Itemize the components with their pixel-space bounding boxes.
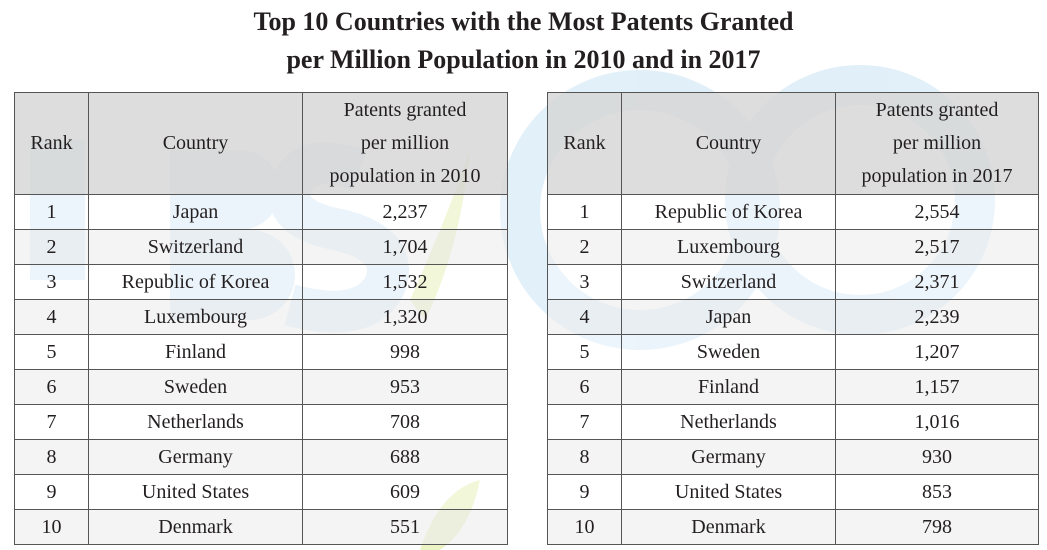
table-row: 3 Republic of Korea 1,532	[14, 264, 508, 300]
header-country: Country	[621, 92, 836, 195]
rank-cell: 1	[547, 194, 622, 230]
value-cell: 1,016	[835, 404, 1039, 440]
country-cell: United States	[88, 474, 303, 510]
table-row: 2 Luxembourg 2,517	[547, 229, 1039, 265]
value-cell: 551	[302, 509, 508, 545]
value-cell: 2,239	[835, 299, 1039, 335]
header-value-line: per million	[360, 132, 450, 154]
table-row: 7 Netherlands 708	[14, 404, 508, 440]
value-cell: 953	[302, 369, 508, 405]
country-cell: Switzerland	[621, 264, 836, 300]
rank-cell: 3	[547, 264, 622, 300]
rank-cell: 4	[14, 299, 89, 335]
country-cell: Denmark	[88, 509, 303, 545]
country-cell: Finland	[88, 334, 303, 370]
header-value-line: population in 2010	[329, 165, 481, 187]
value-cell: 2,554	[835, 194, 1039, 230]
country-cell: Netherlands	[88, 404, 303, 440]
rank-cell: 8	[547, 439, 622, 475]
value-cell: 1,532	[302, 264, 508, 300]
table-row: 9 United States 609	[14, 474, 508, 510]
country-cell: Republic of Korea	[621, 194, 836, 230]
table-row: 4 Japan 2,239	[547, 299, 1039, 335]
table-row: 10 Denmark 551	[14, 509, 508, 545]
rank-cell: 7	[547, 404, 622, 440]
value-cell: 930	[835, 439, 1039, 475]
value-cell: 688	[302, 439, 508, 475]
table-row: 4 Luxembourg 1,320	[14, 299, 508, 335]
value-cell: 1,207	[835, 334, 1039, 370]
country-cell: Sweden	[88, 369, 303, 405]
table-row: 9 United States 853	[547, 474, 1039, 510]
country-cell: United States	[621, 474, 836, 510]
header-value-line: Patents granted	[875, 99, 999, 121]
rank-cell: 6	[547, 369, 622, 405]
country-cell: Sweden	[621, 334, 836, 370]
table-row: 6 Sweden 953	[14, 369, 508, 405]
country-cell: Luxembourg	[88, 299, 303, 335]
table-row: 8 Germany 688	[14, 439, 508, 475]
value-cell: 998	[302, 334, 508, 370]
country-cell: Japan	[88, 194, 303, 230]
country-cell: Luxembourg	[621, 229, 836, 265]
rank-cell: 5	[14, 334, 89, 370]
rank-cell: 6	[14, 369, 89, 405]
header-value-line: Patents granted	[343, 99, 467, 121]
table-row: 5 Finland 998	[14, 334, 508, 370]
value-cell: 1,320	[302, 299, 508, 335]
rank-cell: 3	[14, 264, 89, 300]
value-cell: 853	[835, 474, 1039, 510]
country-cell: Switzerland	[88, 229, 303, 265]
table-row: 1 Republic of Korea 2,554	[547, 194, 1039, 230]
table-row: 1 Japan 2,237	[14, 194, 508, 230]
title-line-1: Top 10 Countries with the Most Patents G…	[253, 7, 794, 36]
table-row: 8 Germany 930	[547, 439, 1039, 475]
rank-cell: 9	[547, 474, 622, 510]
rank-cell: 10	[547, 509, 622, 545]
country-cell: Germany	[621, 439, 836, 475]
country-cell: Denmark	[621, 509, 836, 545]
rank-cell: 1	[14, 194, 89, 230]
patents-table-2010: Rank Country Patents granted per million…	[14, 92, 508, 545]
rank-cell: 4	[547, 299, 622, 335]
table-row: 3 Switzerland 2,371	[547, 264, 1039, 300]
value-cell: 798	[835, 509, 1039, 545]
country-cell: Finland	[621, 369, 836, 405]
value-cell: 708	[302, 404, 508, 440]
value-cell: 1,157	[835, 369, 1039, 405]
country-cell: Germany	[88, 439, 303, 475]
header-value: Patents granted per million population i…	[302, 92, 508, 195]
rank-cell: 7	[14, 404, 89, 440]
header-value: Patents granted per million population i…	[835, 92, 1039, 195]
table-row: 5 Sweden 1,207	[547, 334, 1039, 370]
header-country: Country	[88, 92, 303, 195]
value-cell: 609	[302, 474, 508, 510]
header-rank: Rank	[14, 92, 89, 195]
table-row: 2 Switzerland 1,704	[14, 229, 508, 265]
table-header-row: Rank Country Patents granted per million…	[547, 92, 1039, 195]
header-value-line: per million	[892, 132, 982, 154]
table-row: 10 Denmark 798	[547, 509, 1039, 545]
country-cell: Netherlands	[621, 404, 836, 440]
value-cell: 1,704	[302, 229, 508, 265]
rank-cell: 8	[14, 439, 89, 475]
header-value-line: population in 2017	[861, 165, 1013, 187]
rank-cell: 2	[547, 229, 622, 265]
value-cell: 2,237	[302, 194, 508, 230]
rank-cell: 9	[14, 474, 89, 510]
value-cell: 2,371	[835, 264, 1039, 300]
rank-cell: 5	[547, 334, 622, 370]
country-cell: Japan	[621, 299, 836, 335]
title-line-2: per Million Population in 2010 and in 20…	[286, 45, 761, 74]
rank-cell: 2	[14, 229, 89, 265]
header-rank: Rank	[547, 92, 622, 195]
country-cell: Republic of Korea	[88, 264, 303, 300]
table-row: 7 Netherlands 1,016	[547, 404, 1039, 440]
table-header-row: Rank Country Patents granted per million…	[14, 92, 508, 195]
value-cell: 2,517	[835, 229, 1039, 265]
page-title: Top 10 Countries with the Most Patents G…	[0, 3, 1047, 79]
patents-table-2017: Rank Country Patents granted per million…	[547, 92, 1039, 545]
table-row: 6 Finland 1,157	[547, 369, 1039, 405]
rank-cell: 10	[14, 509, 89, 545]
